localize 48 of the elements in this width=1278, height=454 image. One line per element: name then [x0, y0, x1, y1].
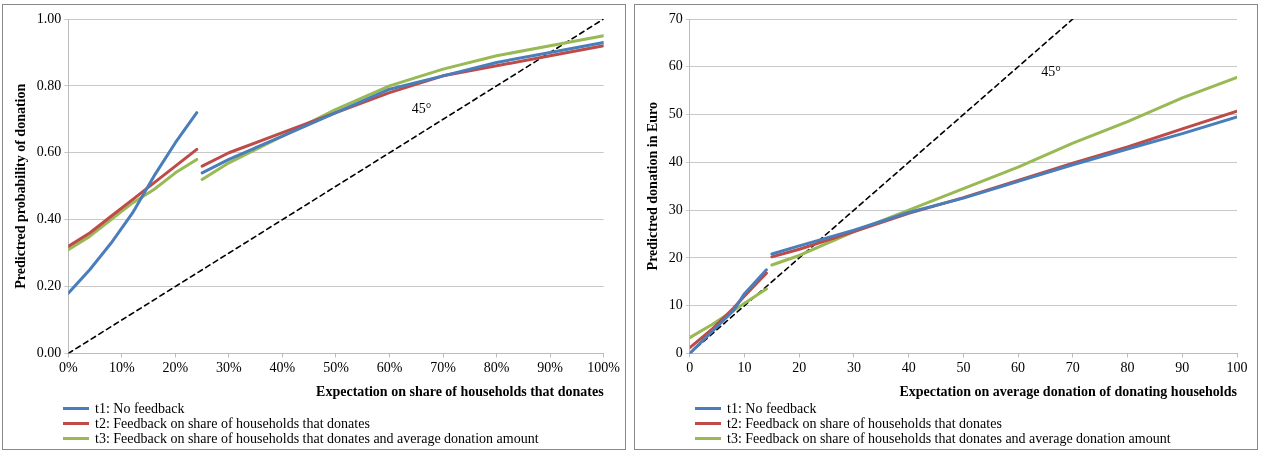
y-tick-label: 10: [668, 297, 683, 313]
x-tick-label: 10: [737, 360, 752, 376]
y-tick-label: 0.20: [36, 278, 62, 294]
x-axis-title: Expectation on share of households that donates: [316, 384, 605, 400]
x-tick-label: 100: [1226, 360, 1248, 376]
legend-label: t1: No feedback: [727, 401, 817, 416]
y-tick-label: 0.40: [36, 211, 62, 227]
y-tick-label: 0.80: [36, 77, 62, 93]
x-tick-label: 0%: [58, 360, 78, 376]
legend-label: t3: Feedback on share of households that donates and average donation amount: [727, 431, 1171, 446]
x-tick-label: 70: [1065, 360, 1080, 376]
x-tick-label: 0: [686, 360, 694, 376]
annotation: 45°: [1041, 64, 1061, 80]
x-axis-title: Expectation on average donation of donating households: [899, 384, 1238, 400]
y-tick-label: 30: [668, 201, 683, 217]
x-tick-label: 100%: [587, 360, 621, 376]
y-tick-label: 50: [668, 106, 683, 122]
y-tick-label: 0: [675, 345, 683, 361]
x-tick-label: 20: [792, 360, 807, 376]
y-axis-title: Predictred donation in Euro: [645, 101, 661, 271]
x-tick-label: 40: [901, 360, 916, 376]
x-tick-label: 80: [1120, 360, 1135, 376]
x-tick-label: 30%: [216, 360, 243, 376]
legend-label: t1: No feedback: [95, 401, 185, 416]
y-tick-label: 60: [668, 58, 683, 74]
y-tick-label: 0.00: [36, 345, 62, 361]
y-tick-label: 1.00: [36, 10, 62, 26]
y-tick-label: 70: [668, 10, 683, 26]
x-tick-label: 60: [1011, 360, 1026, 376]
x-tick-label: 90%: [537, 360, 564, 376]
x-tick-label: 60%: [376, 360, 403, 376]
x-tick-label: 10%: [109, 360, 135, 376]
legend-label: t3: Feedback on share of households that donates and average donation amount: [95, 431, 539, 446]
legend-label: t2: Feedback on share of households that donates: [727, 416, 1002, 431]
x-tick-label: 80%: [483, 360, 510, 376]
y-axis-title: Predictred probability of donation: [13, 83, 29, 289]
x-tick-label: 40%: [269, 360, 296, 376]
x-tick-label: 20%: [162, 360, 189, 376]
x-tick-label: 50%: [323, 360, 350, 376]
annotation: 45°: [411, 100, 432, 116]
legend-label: t2: Feedback on share of households that donates: [95, 416, 370, 431]
x-tick-label: 50: [956, 360, 971, 376]
x-tick-label: 70%: [430, 360, 457, 376]
x-tick-label: 90: [1175, 360, 1190, 376]
x-tick-label: 30: [846, 360, 861, 376]
y-tick-label: 20: [668, 249, 683, 265]
y-tick-label: 0.60: [36, 144, 62, 160]
y-tick-label: 40: [668, 153, 683, 169]
